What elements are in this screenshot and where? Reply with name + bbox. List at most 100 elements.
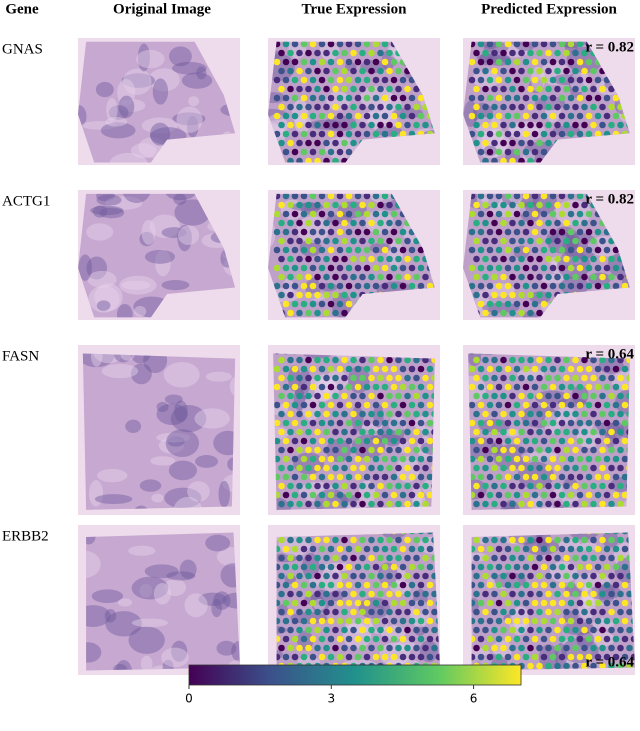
spot	[482, 464, 489, 472]
spot	[477, 76, 485, 84]
spot	[522, 193, 530, 200]
spot	[558, 365, 566, 373]
spot	[386, 255, 393, 263]
spot	[399, 599, 407, 607]
spot	[341, 410, 348, 418]
tissue-patch	[545, 95, 562, 123]
spot	[327, 545, 335, 553]
spot	[608, 374, 615, 382]
spot	[558, 563, 566, 571]
spot	[323, 201, 330, 209]
spot	[300, 599, 308, 607]
spot	[486, 264, 494, 272]
spot	[536, 572, 543, 580]
spot	[522, 228, 530, 236]
spot	[567, 228, 575, 236]
spot	[372, 617, 380, 625]
spot	[323, 139, 330, 147]
spot	[576, 58, 584, 66]
spot	[473, 410, 480, 418]
spot	[296, 410, 303, 418]
tissue-patch	[130, 363, 152, 385]
spot	[558, 246, 566, 254]
spot	[287, 572, 294, 580]
spot	[554, 500, 561, 508]
spot	[408, 473, 416, 481]
spot	[363, 58, 371, 66]
spot	[590, 554, 597, 562]
spot	[536, 49, 543, 57]
spot	[296, 49, 303, 57]
spot	[323, 536, 330, 544]
spot	[336, 401, 344, 409]
spot	[399, 112, 407, 120]
spot	[368, 103, 375, 111]
tissue-patch	[205, 534, 231, 552]
tissue-patch	[150, 122, 171, 146]
spot	[495, 130, 503, 138]
spot	[495, 365, 503, 373]
spot	[590, 356, 597, 364]
spot	[422, 410, 429, 418]
spot	[563, 201, 570, 209]
spot	[491, 644, 498, 652]
spot	[287, 356, 294, 364]
spot	[603, 401, 611, 409]
spot	[404, 626, 411, 634]
spot	[368, 201, 375, 209]
spot	[594, 246, 602, 254]
spot	[309, 76, 317, 84]
spot	[282, 635, 290, 643]
tissue-patch	[96, 300, 111, 311]
spot	[482, 201, 489, 209]
spot	[300, 473, 308, 481]
spot	[354, 94, 362, 102]
spot	[572, 446, 579, 454]
spot	[536, 428, 543, 436]
tissue-patch	[351, 405, 364, 432]
correlation-label: r = 0.64	[585, 654, 634, 670]
spot	[323, 103, 330, 111]
spot	[314, 309, 321, 317]
spot	[318, 210, 326, 218]
spot	[345, 76, 353, 84]
tissue-patch	[216, 640, 237, 656]
spot	[314, 273, 321, 281]
spot	[390, 419, 398, 427]
spot	[585, 94, 593, 102]
spot	[318, 653, 326, 661]
colorbar-tick-label: 3	[327, 692, 335, 706]
spot	[594, 401, 602, 409]
spot	[482, 356, 489, 364]
spot	[296, 139, 303, 147]
spot	[518, 356, 525, 364]
spot	[545, 356, 552, 364]
spot	[426, 437, 434, 445]
spot	[617, 410, 624, 418]
spot	[567, 193, 575, 200]
spot	[282, 473, 290, 481]
spot	[558, 282, 566, 290]
spot	[413, 410, 420, 418]
spot	[576, 473, 584, 481]
spot	[278, 201, 285, 209]
spot	[390, 112, 398, 120]
spot	[359, 255, 366, 263]
spot	[473, 500, 480, 508]
spot	[318, 545, 326, 553]
spot	[486, 599, 494, 607]
spot	[417, 401, 425, 409]
spot	[314, 121, 321, 129]
tissue-patch	[168, 460, 197, 481]
spot	[590, 273, 597, 281]
spot	[504, 581, 512, 589]
spot	[431, 590, 438, 598]
spot	[408, 635, 416, 643]
spot	[563, 590, 570, 598]
spot	[381, 437, 389, 445]
spot	[381, 264, 389, 272]
spot	[536, 374, 543, 382]
spot	[576, 491, 584, 499]
spot	[323, 121, 330, 129]
spot	[621, 599, 629, 607]
